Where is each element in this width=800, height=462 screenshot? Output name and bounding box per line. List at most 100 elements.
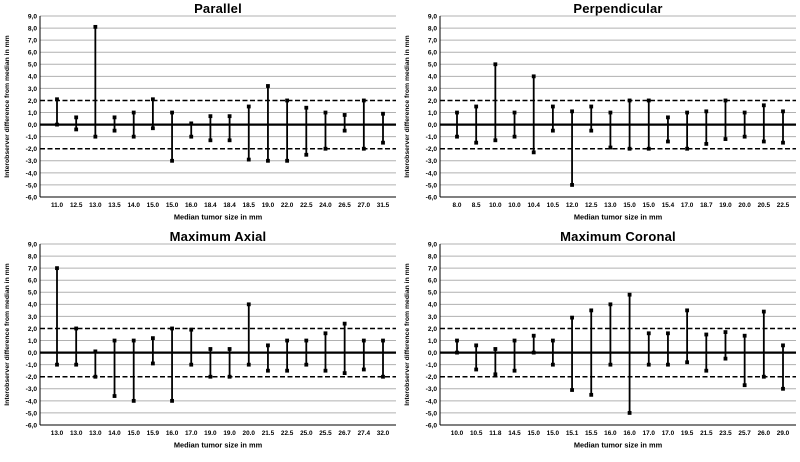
x-tick-label: 13.0	[89, 202, 102, 209]
range-high-marker	[150, 336, 155, 341]
x-tick-label: 15.5	[585, 430, 598, 437]
range-high-marker	[246, 104, 251, 109]
y-tick-label: 6,0	[428, 278, 437, 285]
range-low-marker	[208, 374, 213, 379]
range-low-marker	[266, 368, 270, 373]
y-tick-label: -5,0	[26, 410, 38, 417]
range-low-marker	[589, 128, 594, 133]
x-tick-label: 15.0	[643, 202, 656, 209]
range-low-marker	[323, 368, 328, 373]
y-tick-label: 9,0	[28, 13, 37, 20]
y-axis-title: Interobserver difference from median in …	[4, 35, 11, 177]
x-tick-label: 18.5	[243, 202, 256, 209]
y-tick-label: -2,0	[426, 146, 438, 153]
x-tick-label: 16.0	[604, 430, 617, 437]
range-high-marker	[589, 308, 594, 313]
x-tick-label: 15.0	[623, 202, 636, 209]
range-high-marker	[112, 338, 117, 343]
range-low-marker	[150, 361, 155, 366]
range-high-marker	[131, 110, 136, 115]
range-low-marker	[474, 367, 479, 372]
range-high-marker	[285, 338, 290, 343]
range-low-marker	[361, 146, 366, 151]
x-tick-label: 19.0	[719, 202, 732, 209]
range-high-marker	[666, 331, 670, 336]
range-low-marker	[74, 127, 79, 132]
y-tick-label: -5,0	[426, 182, 438, 189]
chart-panel-perpendicular: Perpendicular 9,0 8,0 7,0 6,0 5,0 4,0 3,0 2,0 1,…	[400, 0, 800, 228]
y-tick-label: -2,0	[26, 374, 38, 381]
range-low-marker	[55, 122, 59, 127]
y-tick-label: -1,0	[26, 134, 38, 141]
x-tick-label: 18.4	[204, 202, 217, 209]
range-high-marker	[646, 331, 651, 336]
chart-svg: 9,0 8,0 7,0 6,0 5,0 4,0 3,0 2,0 1,0 0,0 -1,0 -2,0 -3…	[4, 13, 396, 222]
x-axis-title: Median tumor size in mm	[174, 213, 263, 222]
x-tick-label: 19.0	[223, 430, 236, 437]
range-low-marker	[189, 134, 194, 139]
x-tick-label: 22.0	[281, 202, 294, 209]
range-low-marker	[742, 134, 747, 139]
range-high-marker	[381, 111, 385, 116]
range-high-marker	[285, 98, 290, 103]
range-low-marker	[455, 134, 459, 139]
range-low-marker	[285, 158, 290, 163]
x-tick-label: 15.9	[147, 430, 160, 437]
x-tick-label: 29.0	[777, 430, 790, 437]
y-tick-label: 6,0	[28, 278, 37, 285]
range-high-marker	[93, 24, 98, 29]
range-low-marker	[227, 374, 232, 379]
x-tick-label: 17.0	[681, 202, 694, 209]
x-tick-label: 22.5	[300, 202, 313, 209]
range-high-marker	[493, 62, 498, 67]
range-high-marker	[304, 338, 309, 343]
y-tick-label: 3,0	[428, 86, 437, 93]
y-tick-label: -4,0	[426, 170, 438, 177]
x-tick-label: 27.4	[358, 430, 371, 437]
range-low-marker	[627, 411, 632, 415]
x-tick-label: 18.7	[700, 202, 713, 209]
range-low-marker	[74, 362, 79, 367]
range-low-marker	[189, 362, 194, 367]
x-tick-label: 8.0	[453, 202, 462, 209]
y-tick-label: -4,0	[26, 398, 38, 405]
range-high-marker	[189, 121, 194, 126]
x-tick-label: 15.1	[566, 430, 579, 437]
range-low-marker	[131, 134, 136, 139]
range-high-marker	[361, 338, 366, 343]
range-high-marker	[208, 114, 213, 119]
range-low-marker	[512, 134, 517, 139]
y-tick-label: 2,0	[428, 98, 437, 105]
y-tick-label: 7,0	[28, 38, 37, 45]
range-high-marker	[646, 98, 651, 103]
x-tick-label: 13.5	[108, 202, 121, 209]
x-tick-label: 15.0	[127, 430, 140, 437]
range-high-marker	[266, 84, 270, 88]
x-tick-label: 11.8	[489, 430, 502, 437]
y-tick-label: 2,0	[428, 326, 437, 333]
range-high-marker	[189, 327, 194, 332]
y-tick-label: -3,0	[426, 158, 438, 165]
x-axis-title: Median tumor size in mm	[174, 441, 263, 450]
range-high-marker	[512, 338, 517, 343]
chart-panel-parallel: Parallel 9,0 8,0 7,0 6,0 5,0 4,0 3,0 2,0 1,0 0,0 -…	[0, 0, 400, 228]
x-tick-label: 18.4	[223, 202, 236, 209]
y-tick-label: -5,0	[26, 182, 38, 189]
rangebar-chart-maximum-coronal: 9,0 8,0 7,0 6,0 5,0 4,0 3,0 2,0 1,0 0,0 -1,0 -2,0 -3…	[400, 228, 800, 457]
rangebar-chart-maximum-axial: 9,0 8,0 7,0 6,0 5,0 4,0 3,0 2,0 1,0 0,0 -1,0 -2,0 -3…	[0, 228, 400, 457]
range-high-marker	[704, 109, 709, 114]
chart-title-maximum-coronal: Maximum Coronal	[560, 229, 676, 244]
range-high-marker	[55, 97, 59, 102]
range-low-marker	[589, 392, 594, 397]
x-tick-label: 8.5	[472, 202, 481, 209]
range-high-marker	[74, 326, 79, 331]
y-tick-label: 7,0	[28, 266, 37, 273]
range-low-marker	[304, 362, 309, 367]
range-low-marker	[704, 368, 709, 373]
x-tick-label: 20.0	[243, 430, 256, 437]
range-high-marker	[742, 110, 747, 115]
range-high-marker	[550, 104, 555, 109]
range-low-marker	[112, 128, 117, 133]
range-high-marker	[761, 309, 766, 314]
x-tick-label: 26.7	[338, 430, 351, 437]
